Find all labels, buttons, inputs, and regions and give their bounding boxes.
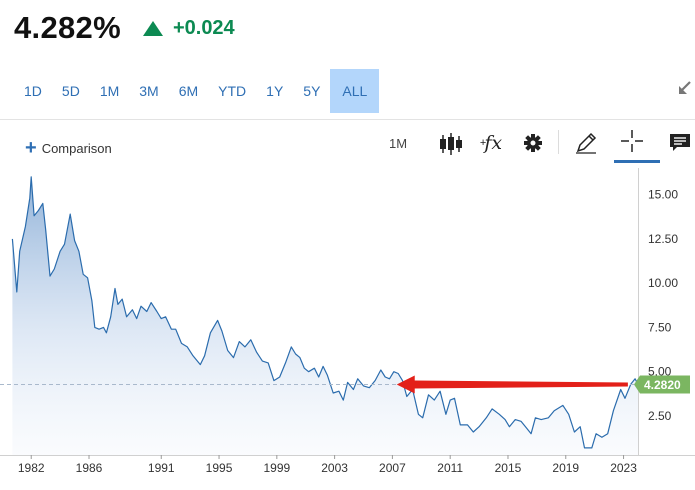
toolbar-divider: [0, 119, 695, 120]
range-5y[interactable]: 5Y: [303, 83, 321, 99]
quote-header: 4.282% +0.024: [14, 8, 235, 48]
candlestick-icon[interactable]: [438, 131, 464, 157]
plus-icon: +: [25, 137, 37, 159]
last-price-tag: [634, 375, 690, 394]
current-yield: 4.282%: [14, 10, 121, 45]
yield-chart[interactable]: 2.50 5.00 7.50 10.00 12.50 15.00 1982 1986 1991 1…: [0, 168, 695, 490]
x-tick-label: 2011: [437, 461, 463, 475]
gear-icon[interactable]: [521, 131, 545, 155]
range-6m[interactable]: 6M: [178, 83, 199, 99]
x-tick-label: 1982: [18, 461, 45, 475]
y-tick-label: 15.00: [648, 188, 678, 202]
function-label: fx: [484, 132, 503, 154]
range-3m[interactable]: 3M: [139, 83, 159, 99]
crosshair-active-indicator: [614, 160, 660, 163]
y-tick-label: 2.50: [648, 409, 672, 423]
range-selector: 1D 5D 1M 3M 6M YTD 1Y 5Y ALL: [14, 69, 380, 113]
x-tick-label: 2003: [321, 461, 348, 475]
x-tick-label: 2007: [379, 461, 406, 475]
collapse-arrow-icon[interactable]: [678, 80, 692, 96]
x-tick-label: 1999: [263, 461, 290, 475]
x-tick-label: 1986: [76, 461, 103, 475]
series-area: [12, 176, 638, 455]
comparison-label: Comparison: [41, 140, 112, 156]
range-1d[interactable]: 1D: [24, 83, 42, 99]
range-all[interactable]: ALL: [330, 69, 380, 113]
pencil-icon[interactable]: [573, 130, 599, 156]
y-tick-label: 10.00: [648, 276, 678, 290]
last-price-label: 4.2820: [644, 378, 681, 392]
x-tick-label: 2019: [552, 461, 579, 475]
crosshair-icon[interactable]: [619, 128, 645, 154]
range-1m[interactable]: 1M: [99, 83, 120, 99]
x-tick-label: 1995: [206, 461, 233, 475]
range-5d[interactable]: 5D: [61, 83, 80, 99]
y-tick-label: 12.50: [648, 232, 678, 246]
x-tick-label: 2015: [495, 461, 522, 475]
comparison-button[interactable]: + Comparison: [25, 137, 112, 159]
y-tick-label: 5.00: [648, 365, 672, 379]
series-line: [11, 176, 639, 449]
up-arrow-icon: [142, 20, 163, 36]
function-plus: +: [479, 137, 487, 149]
interval-selector[interactable]: 1M: [388, 135, 408, 151]
yield-change: +0.024: [172, 16, 235, 39]
x-tick-label: 1991: [148, 461, 175, 475]
comment-icon[interactable]: [668, 130, 692, 154]
y-tick-label: 7.50: [648, 320, 672, 334]
range-ytd[interactable]: YTD: [218, 83, 247, 99]
range-1y[interactable]: 1Y: [266, 83, 284, 99]
annotation-arrow: [396, 375, 628, 394]
toolbar-separator: [558, 130, 559, 154]
function-icon[interactable]: + fx: [478, 130, 504, 156]
x-tick-label: 2023: [610, 461, 637, 475]
